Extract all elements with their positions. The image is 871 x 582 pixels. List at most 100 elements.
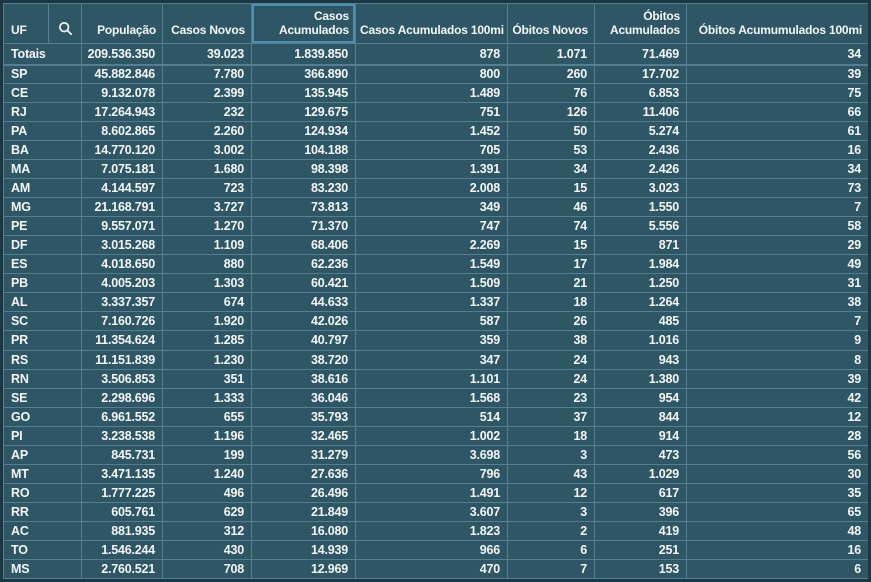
populacao-cell: 17.264.943 (81, 102, 163, 123)
populacao-cell: 4.144.597 (81, 178, 163, 199)
casos-novos-cell: 496 (162, 482, 252, 503)
state-row[interactable]: AP 845.731 199 31.279 3.698 3 473 56 (3, 444, 868, 465)
uf-cell: AC (3, 520, 82, 541)
casos-novos-cell: 3.002 (162, 140, 252, 161)
state-row[interactable]: ES 4.018.650 880 62.236 1.549 17 1.984 49 (3, 254, 868, 275)
obitos-acumumulados-100mi-cell: 48 (686, 520, 868, 541)
uf-cell: AM (3, 178, 82, 199)
state-row[interactable]: TO 1.546.244 430 14.939 966 6 251 16 (3, 539, 868, 560)
populacao-cell: 8.602.865 (81, 121, 163, 142)
populacao-cell: 1.777.225 (81, 482, 163, 503)
populacao-cell: 3.471.135 (81, 463, 163, 484)
state-row[interactable]: AC 881.935 312 16.080 1.823 2 419 48 (3, 520, 868, 541)
uf-cell: PE (3, 216, 82, 237)
casos-novos-cell: 312 (162, 520, 252, 541)
col-header-obitos-acumumulados-100mi[interactable]: Óbitos Acumumulados 100mi (686, 3, 868, 44)
state-row[interactable]: AM 4.144.597 723 83.230 2.008 15 3.023 73 (3, 178, 868, 199)
casos-novos-cell: 351 (162, 368, 252, 389)
obitos-acumumulados-100mi-cell: 12 (686, 406, 868, 427)
obitos-acumulados-cell: 71.469 (594, 42, 687, 66)
casos-novos-cell: 655 (162, 406, 252, 427)
totals-row[interactable]: Totais 209.536.350 39.023 1.839.850 878 1.071… (3, 42, 868, 66)
state-row[interactable]: SC 7.160.726 1.920 42.026 587 26 485 7 (3, 311, 868, 332)
casos-novos-cell: 1.303 (162, 273, 252, 294)
obitos-acumulados-cell: 5.556 (594, 216, 687, 237)
state-row[interactable]: CE 9.132.078 2.399 135.945 1.489 76 6.853 75 (3, 83, 868, 104)
uf-cell: RN (3, 368, 82, 389)
casos-acumulados-100mi-cell: 1.101 (355, 368, 508, 389)
state-row[interactable]: PI 3.238.538 1.196 32.465 1.002 18 914 28 (3, 425, 868, 446)
obitos-acumulados-cell: 871 (594, 235, 687, 256)
col-header-search[interactable] (48, 3, 82, 44)
state-row[interactable]: PA 8.602.865 2.260 124.934 1.452 50 5.274 61 (3, 121, 868, 142)
casos-acumulados-100mi-cell: 2.269 (355, 235, 508, 256)
state-row[interactable]: MS 2.760.521 708 12.969 470 7 153 6 (3, 558, 868, 579)
uf-cell: SC (3, 311, 82, 332)
casos-acumulados-100mi-cell: 751 (355, 102, 508, 123)
casos-novos-cell: 1.230 (162, 349, 252, 370)
obitos-acumulados-cell: 617 (594, 482, 687, 503)
obitos-novos-cell: 26 (507, 311, 595, 332)
casos-acumulados-cell: 38.616 (251, 368, 356, 389)
state-row[interactable]: BA 14.770.120 3.002 104.188 705 53 2.436 16 (3, 140, 868, 161)
obitos-novos-cell: 2 (507, 520, 595, 541)
state-row[interactable]: SE 2.298.696 1.333 36.046 1.568 23 954 42 (3, 387, 868, 408)
populacao-cell: 11.151.839 (81, 349, 163, 370)
state-row[interactable]: RJ 17.264.943 232 129.675 751 126 11.406 66 (3, 102, 868, 123)
populacao-cell: 7.160.726 (81, 311, 163, 332)
populacao-cell: 4.018.650 (81, 254, 163, 275)
casos-novos-cell: 1.333 (162, 387, 252, 408)
populacao-cell: 845.731 (81, 444, 163, 465)
state-row[interactable]: GO 6.961.552 655 35.793 514 37 844 12 (3, 406, 868, 427)
obitos-novos-cell: 76 (507, 83, 595, 104)
col-header-casos-acumulados[interactable]: Casos Acumulados (251, 3, 356, 44)
state-row[interactable]: PE 9.557.071 1.270 71.370 747 74 5.556 58 (3, 216, 868, 237)
state-row[interactable]: SP 45.882.846 7.780 366.890 800 260 17.702 39 (3, 64, 868, 85)
uf-cell: MT (3, 463, 82, 484)
state-row[interactable]: DF 3.015.268 1.109 68.406 2.269 15 871 29 (3, 235, 868, 256)
casos-acumulados-100mi-cell: 796 (355, 463, 508, 484)
casos-novos-cell: 199 (162, 444, 252, 465)
populacao-cell: 21.168.791 (81, 197, 163, 218)
casos-novos-cell: 1.109 (162, 235, 252, 256)
casos-acumulados-cell: 44.633 (251, 292, 356, 313)
populacao-cell: 6.961.552 (81, 406, 163, 427)
state-row[interactable]: PR 11.354.624 1.285 40.797 359 38 1.016 9 (3, 330, 868, 351)
col-header-casos-novos[interactable]: Casos Novos (162, 3, 252, 44)
state-row[interactable]: RO 1.777.225 496 26.496 1.491 12 617 35 (3, 482, 868, 503)
obitos-novos-cell: 7 (507, 558, 595, 579)
state-row[interactable]: RN 3.506.853 351 38.616 1.101 24 1.380 39 (3, 368, 868, 389)
populacao-cell: 881.935 (81, 520, 163, 541)
casos-acumulados-100mi-cell: 1.509 (355, 273, 508, 294)
col-header-obitos-novos[interactable]: Óbitos Novos (507, 3, 595, 44)
state-row[interactable]: MT 3.471.135 1.240 27.636 796 43 1.029 30 (3, 463, 868, 484)
state-row[interactable]: RS 11.151.839 1.230 38.720 347 24 943 8 (3, 349, 868, 370)
casos-novos-cell: 7.780 (162, 64, 252, 85)
col-header-obitos-acumulados[interactable]: Óbitos Acumulados (594, 3, 687, 44)
casos-novos-cell: 674 (162, 292, 252, 313)
obitos-acumumulados-100mi-cell: 8 (686, 349, 868, 370)
casos-novos-cell: 1.680 (162, 159, 252, 180)
casos-acumulados-100mi-cell: 3.607 (355, 501, 508, 522)
populacao-cell: 2.760.521 (81, 558, 163, 579)
state-row[interactable]: MG 21.168.791 3.727 73.813 349 46 1.550 7 (3, 197, 868, 218)
state-row[interactable]: PB 4.005.203 1.303 60.421 1.509 21 1.250 31 (3, 273, 868, 294)
casos-acumulados-100mi-cell: 347 (355, 349, 508, 370)
col-header-casos-acumulados-100mi[interactable]: Casos Acumulados 100mi (355, 3, 508, 44)
col-header-uf[interactable]: UF (3, 3, 49, 44)
populacao-cell: 3.015.268 (81, 235, 163, 256)
obitos-novos-cell: 50 (507, 121, 595, 142)
state-row[interactable]: RR 605.761 629 21.849 3.607 3 396 65 (3, 501, 868, 522)
casos-acumulados-cell: 62.236 (251, 254, 356, 275)
col-header-populacao[interactable]: População (81, 3, 163, 44)
state-row[interactable]: AL 3.337.357 674 44.633 1.337 18 1.264 38 (3, 292, 868, 313)
table-header: UF População Casos Novos Casos Acumulado… (3, 3, 868, 44)
obitos-acumumulados-100mi-cell: 38 (686, 292, 868, 313)
casos-acumulados-cell: 129.675 (251, 102, 356, 123)
casos-acumulados-100mi-cell: 1.002 (355, 425, 508, 446)
uf-cell: PB (3, 273, 82, 294)
state-row[interactable]: MA 7.075.181 1.680 98.398 1.391 34 2.426 34 (3, 159, 868, 180)
obitos-acumumulados-100mi-cell: 7 (686, 197, 868, 218)
casos-acumulados-cell: 27.636 (251, 463, 356, 484)
casos-acumulados-cell: 124.934 (251, 121, 356, 142)
